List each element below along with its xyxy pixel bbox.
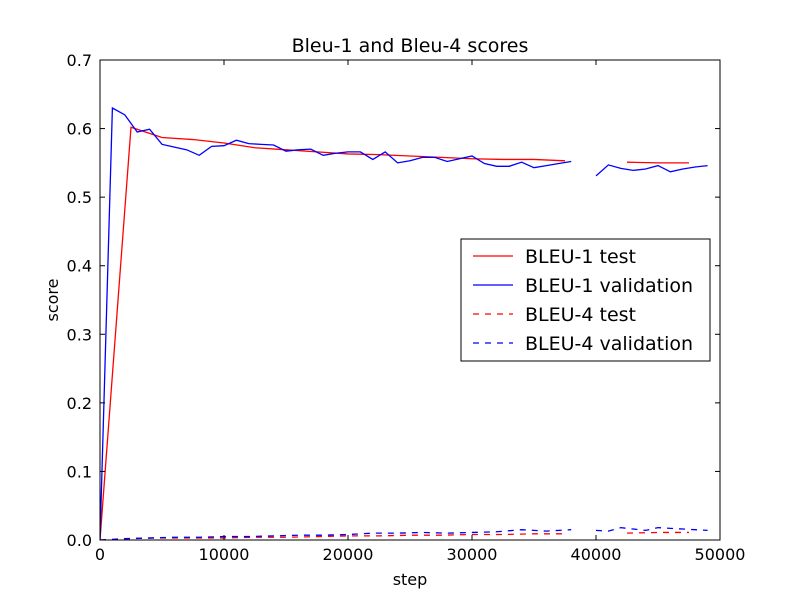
series-line-bleu-4-validation-segment-2 <box>595 527 708 532</box>
x-axis: 0 10000 20000 30000 40000 50000 <box>95 60 746 564</box>
plot-area <box>100 106 708 540</box>
y-tick-label: 0.7 <box>67 51 92 70</box>
y-axis: 0.0 0.1 0.2 0.3 0.4 0.5 0.6 0.7 <box>67 51 720 550</box>
series-line-bleu-1-validation-segment-2 <box>595 164 708 177</box>
x-axis-label: step <box>393 570 428 589</box>
x-tick-label: 30000 <box>447 545 498 564</box>
y-tick-label: 0.1 <box>67 462 92 481</box>
series-line-bleu-1-test-segment-2 <box>626 161 689 164</box>
series-line-bleu-4-test-segment-1 <box>100 533 565 540</box>
y-tick-label: 0.3 <box>67 325 92 344</box>
plot-frame <box>99 59 721 541</box>
y-tick-label: 0.6 <box>67 120 92 139</box>
chart-title: Bleu-1 and Bleu-4 scores <box>292 35 529 57</box>
y-tick-label: 0.2 <box>67 394 92 413</box>
x-tick-label: 20000 <box>323 545 374 564</box>
x-tick-label: 10000 <box>199 545 250 564</box>
x-tick-label: 40000 <box>571 545 622 564</box>
legend: BLEU-1 test BLEU-1 validation BLEU-4 test B… <box>460 238 711 362</box>
legend-box <box>460 238 711 362</box>
y-axis-label: score <box>43 279 62 322</box>
series-line-bleu-1-test-segment-1 <box>100 126 566 540</box>
y-tick-label: 0.4 <box>67 257 92 276</box>
y-tick-label: 0.0 <box>67 531 92 550</box>
series-line-bleu-1-validation-segment-1 <box>100 106 572 540</box>
legend-label: BLEU-4 validation <box>525 333 693 355</box>
legend-label: BLEU-1 test <box>525 246 636 268</box>
y-tick-label: 0.5 <box>67 188 92 207</box>
legend-label: BLEU-4 test <box>525 304 636 326</box>
legend-label: BLEU-1 validation <box>525 275 693 297</box>
series-line-bleu-4-test-segment-2 <box>626 531 689 534</box>
x-tick-label: 50000 <box>695 545 746 564</box>
x-tick-label: 0 <box>95 545 105 564</box>
